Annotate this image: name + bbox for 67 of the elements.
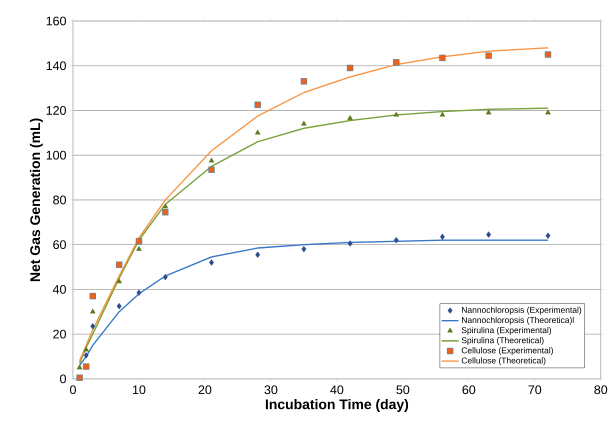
y-tick-label: 60 bbox=[53, 240, 66, 250]
y-tick-label: 140 bbox=[46, 61, 66, 70]
point bbox=[90, 308, 96, 314]
point bbox=[255, 252, 260, 258]
point bbox=[393, 59, 400, 66]
point bbox=[83, 346, 89, 352]
point bbox=[76, 374, 83, 381]
point bbox=[485, 52, 492, 59]
y-tick-label: 0 bbox=[60, 374, 66, 384]
point bbox=[486, 110, 492, 114]
x-tick-label: 80 bbox=[594, 385, 608, 394]
y-tick-label: 100 bbox=[46, 150, 66, 160]
point bbox=[347, 115, 353, 120]
point bbox=[346, 64, 354, 72]
x-tick-label: 0 bbox=[70, 385, 76, 394]
point bbox=[208, 166, 215, 173]
x-axis-title: Incubation Time (day) bbox=[266, 399, 408, 412]
x-tick-label: 70 bbox=[528, 385, 542, 394]
x-tick-label: 60 bbox=[462, 385, 476, 394]
point bbox=[545, 110, 551, 114]
legend-label: Cellulose (Theoretical) bbox=[462, 357, 546, 366]
x-tick-label: 40 bbox=[330, 385, 344, 394]
x-tick-label: 50 bbox=[396, 385, 410, 394]
point bbox=[84, 352, 89, 359]
point bbox=[544, 51, 552, 58]
point bbox=[136, 290, 142, 296]
point bbox=[439, 54, 446, 62]
legend-label: Nannochloropsis (Theoretica)l bbox=[462, 316, 574, 325]
point bbox=[348, 240, 353, 247]
point bbox=[440, 234, 445, 240]
y-tick-label: 160 bbox=[46, 16, 66, 26]
point bbox=[116, 278, 122, 284]
legend-label: Cellulose (Experimental) bbox=[462, 347, 553, 356]
point bbox=[162, 209, 169, 216]
point bbox=[254, 102, 261, 108]
y-tick-label: 80 bbox=[53, 196, 66, 204]
point bbox=[82, 363, 90, 370]
point bbox=[116, 262, 122, 268]
x-tick-label: 30 bbox=[264, 385, 278, 394]
point bbox=[394, 237, 399, 244]
point bbox=[90, 323, 96, 330]
legend-label: Nannochloropsis (Experimental) bbox=[462, 306, 582, 315]
x-tick-label: 20 bbox=[198, 385, 212, 394]
point bbox=[136, 238, 142, 245]
legend-label: Spirulina (Experimental) bbox=[462, 327, 552, 335]
point bbox=[162, 204, 168, 208]
point bbox=[208, 158, 214, 163]
y-tick-label: 40 bbox=[52, 285, 66, 294]
x-tick-label: 10 bbox=[132, 385, 146, 394]
point bbox=[254, 130, 260, 135]
point bbox=[162, 274, 168, 280]
legend-label: Spirulina (Theoretical) bbox=[462, 337, 544, 346]
point bbox=[440, 112, 446, 117]
y-tick-label: 120 bbox=[46, 106, 66, 115]
point bbox=[486, 231, 492, 238]
point bbox=[209, 259, 214, 266]
y-tick-label: 20 bbox=[53, 330, 66, 339]
point bbox=[546, 232, 550, 239]
point bbox=[116, 303, 122, 310]
point bbox=[301, 246, 306, 252]
point bbox=[90, 292, 96, 300]
point bbox=[301, 120, 307, 126]
point bbox=[393, 112, 400, 117]
point bbox=[76, 364, 82, 370]
point bbox=[300, 78, 308, 85]
point bbox=[136, 246, 142, 251]
y-axis-title: Net Gas Generation (mL) bbox=[30, 118, 43, 282]
